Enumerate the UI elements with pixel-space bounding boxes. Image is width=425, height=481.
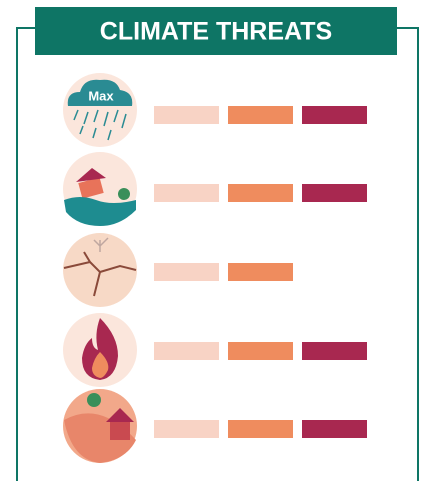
level-segment (228, 420, 293, 438)
rain-icon: Max (63, 73, 137, 147)
level-segment (154, 263, 219, 281)
level-segment (154, 184, 219, 202)
drought-icon (63, 233, 137, 307)
level-segment (154, 342, 219, 360)
level-segment (302, 342, 367, 360)
title: CLIMATE THREATS (100, 18, 332, 46)
threat-levels (154, 106, 367, 438)
icon-label: Max (88, 88, 114, 103)
level-segment (154, 106, 219, 124)
level-segment (302, 420, 367, 438)
level-segment (302, 184, 367, 202)
level-segment (154, 420, 219, 438)
level-segment (228, 342, 293, 360)
level-segment (228, 106, 293, 124)
level-segment (302, 106, 367, 124)
fire-icon (63, 313, 137, 387)
landslide-icon (63, 389, 137, 463)
level-segment (228, 184, 293, 202)
infographic: CLIMATE THREATS Max (0, 0, 425, 481)
level-segment (228, 263, 293, 281)
page: {"header": {"title": "CLIMATE THREATS"},… (0, 0, 425, 481)
flood-icon (63, 152, 137, 226)
